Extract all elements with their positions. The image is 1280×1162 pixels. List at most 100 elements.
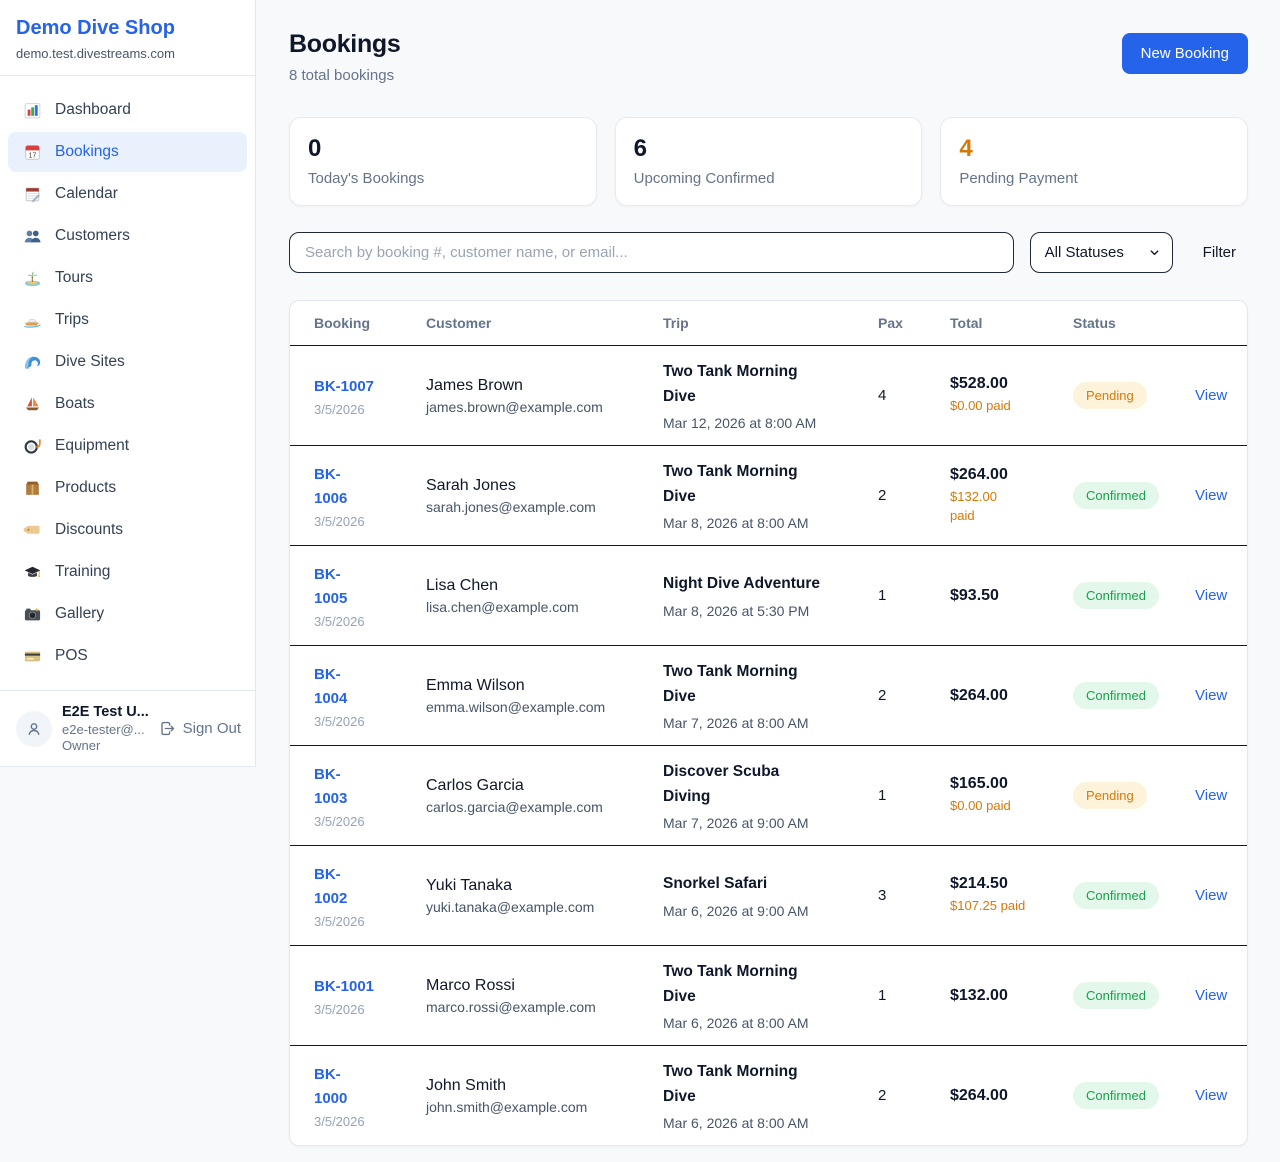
trip-datetime: Mar 8, 2026 at 5:30 PM bbox=[663, 602, 810, 619]
col-trip: Trip bbox=[663, 315, 689, 331]
sign-out-button[interactable]: Sign Out bbox=[159, 720, 241, 737]
filter-button[interactable]: Filter bbox=[1202, 244, 1236, 261]
status-badge: Confirmed bbox=[1073, 1082, 1159, 1109]
sidebar-item-dashboard[interactable]: Dashboard bbox=[8, 90, 247, 130]
sidebar-item-bookings[interactable]: 17 Bookings bbox=[8, 132, 247, 172]
pax-count: 2 bbox=[878, 487, 887, 504]
sidebar-nav: Dashboard 17 Bookings Calendar Customers… bbox=[0, 76, 255, 690]
search-input[interactable] bbox=[289, 232, 1014, 273]
sidebar-item-dive-sites[interactable]: Dive Sites bbox=[8, 342, 247, 382]
trip-datetime: Mar 7, 2026 at 8:00 AM bbox=[663, 714, 809, 731]
status-badge: Confirmed bbox=[1073, 982, 1159, 1009]
trip-datetime: Mar 6, 2026 at 9:00 AM bbox=[663, 902, 809, 919]
dive-mask-icon bbox=[22, 436, 42, 456]
main-content: Bookings 8 total bookings New Booking 0 … bbox=[256, 0, 1280, 1146]
table-row: BK- 1000 3/5/2026 John Smith john.smith@… bbox=[290, 1045, 1247, 1145]
bookings-table: Booking Customer Trip Pax Total Status B… bbox=[289, 300, 1248, 1146]
stat-value: 0 bbox=[308, 135, 322, 162]
stat-label: Upcoming Confirmed bbox=[633, 170, 775, 187]
status-select[interactable]: All Statuses bbox=[1029, 232, 1173, 273]
view-link[interactable]: View bbox=[1195, 686, 1228, 704]
booking-date: 3/5/2026 bbox=[314, 713, 365, 729]
customer-email: yuki.tanaka@example.com bbox=[426, 898, 595, 915]
person-icon bbox=[28, 722, 40, 735]
camera-icon bbox=[22, 604, 42, 624]
trip-datetime: Mar 7, 2026 at 9:00 AM bbox=[663, 814, 809, 831]
col-booking: Booking bbox=[314, 315, 370, 331]
bar-chart-icon bbox=[22, 100, 42, 120]
sidebar-item-equipment[interactable]: Equipment bbox=[8, 426, 247, 466]
booking-link[interactable]: BK- 1002 bbox=[314, 865, 348, 907]
view-link[interactable]: View bbox=[1195, 786, 1228, 804]
booking-link[interactable]: BK-1007 bbox=[314, 377, 375, 395]
user-info: E2E Test U... e2e-tester@... Owner bbox=[62, 704, 149, 753]
booking-link[interactable]: BK- 1004 bbox=[314, 665, 348, 707]
customer-email: james.brown@example.com bbox=[426, 398, 603, 415]
avatar bbox=[16, 710, 52, 747]
view-link[interactable]: View bbox=[1195, 586, 1228, 604]
sidebar-item-customers[interactable]: Customers bbox=[8, 216, 247, 256]
view-link[interactable]: View bbox=[1195, 1086, 1228, 1104]
stat-label: Pending Payment bbox=[959, 170, 1078, 187]
sidebar-item-products[interactable]: Products bbox=[8, 468, 247, 508]
total-amount: $214.50 bbox=[950, 875, 1008, 893]
sidebar-item-gallery[interactable]: Gallery bbox=[8, 594, 247, 634]
total-amount: $165.00 bbox=[950, 775, 1008, 793]
new-booking-button[interactable]: New Booking bbox=[1121, 33, 1248, 74]
app-title[interactable]: Demo Dive Shop bbox=[16, 17, 175, 39]
booking-link[interactable]: BK-1001 bbox=[314, 977, 375, 995]
customer-name: Carlos Garcia bbox=[426, 776, 524, 794]
trip-datetime: Mar 8, 2026 at 8:00 AM bbox=[663, 514, 809, 531]
sidebar-item-label: Customers bbox=[55, 227, 130, 244]
sidebar-item-label: Boats bbox=[55, 395, 95, 412]
stat-card: 0 Today's Bookings bbox=[289, 117, 597, 206]
stat-label: Today's Bookings bbox=[308, 170, 425, 187]
booking-date: 3/5/2026 bbox=[314, 1001, 365, 1017]
sidebar-item-calendar[interactable]: Calendar bbox=[8, 174, 247, 214]
stat-value: 4 bbox=[959, 135, 973, 162]
col-customer: Customer bbox=[426, 315, 492, 331]
sidebar-item-label: Calendar bbox=[55, 185, 118, 202]
sidebar-item-label: Tours bbox=[55, 269, 93, 286]
stat-card: 6 Upcoming Confirmed bbox=[614, 117, 923, 206]
table-body: BK-1007 3/5/2026 James Brown james.brown… bbox=[290, 345, 1247, 1145]
user-email: e2e-tester@... bbox=[62, 722, 145, 737]
people-icon bbox=[22, 226, 42, 246]
view-link[interactable]: View bbox=[1195, 986, 1228, 1004]
sidebar-item-pos[interactable]: POS bbox=[8, 636, 247, 676]
booking-date: 3/5/2026 bbox=[314, 1113, 365, 1129]
sidebar-item-label: POS bbox=[55, 647, 88, 664]
customer-email: lisa.chen@example.com bbox=[426, 598, 579, 615]
view-link[interactable]: View bbox=[1195, 486, 1228, 504]
sign-out-icon bbox=[160, 721, 174, 736]
status-badge: Pending bbox=[1073, 782, 1147, 809]
table-row: BK-1007 3/5/2026 James Brown james.brown… bbox=[290, 345, 1247, 445]
total-amount: $528.00 bbox=[950, 375, 1008, 393]
island-icon bbox=[22, 268, 42, 288]
table-row: BK- 1005 3/5/2026 Lisa Chen lisa.chen@ex… bbox=[290, 545, 1247, 645]
paid-amount: $132.00 paid bbox=[950, 488, 997, 523]
booking-link[interactable]: BK- 1003 bbox=[314, 765, 348, 807]
speedboat-icon bbox=[22, 310, 42, 330]
pax-count: 1 bbox=[878, 587, 887, 604]
page-title: Bookings bbox=[289, 30, 401, 58]
sidebar-item-label: Dive Sites bbox=[55, 353, 125, 370]
booking-link[interactable]: BK- 1000 bbox=[314, 1065, 348, 1107]
col-status: Status bbox=[1073, 315, 1116, 331]
customer-email: sarah.jones@example.com bbox=[426, 498, 596, 515]
sidebar-item-discounts[interactable]: Discounts bbox=[8, 510, 247, 550]
stat-card: 4 Pending Payment bbox=[940, 117, 1248, 206]
view-link[interactable]: View bbox=[1195, 386, 1228, 404]
stats-row: 0 Today's Bookings 6 Upcoming Confirmed … bbox=[289, 117, 1248, 206]
sidebar-item-tours[interactable]: Tours bbox=[8, 258, 247, 298]
sidebar-item-trips[interactable]: Trips bbox=[8, 300, 247, 340]
booking-link[interactable]: BK- 1005 bbox=[314, 565, 348, 607]
trip-name: Two Tank Morning Dive bbox=[663, 963, 798, 1005]
view-link[interactable]: View bbox=[1195, 886, 1228, 904]
status-badge: Confirmed bbox=[1073, 882, 1159, 909]
sidebar-item-training[interactable]: Training bbox=[8, 552, 247, 592]
trip-datetime: Mar 12, 2026 at 8:00 AM bbox=[663, 414, 817, 431]
sidebar-item-label: Training bbox=[55, 563, 111, 580]
booking-link[interactable]: BK- 1006 bbox=[314, 465, 348, 507]
sidebar-item-boats[interactable]: Boats bbox=[8, 384, 247, 424]
